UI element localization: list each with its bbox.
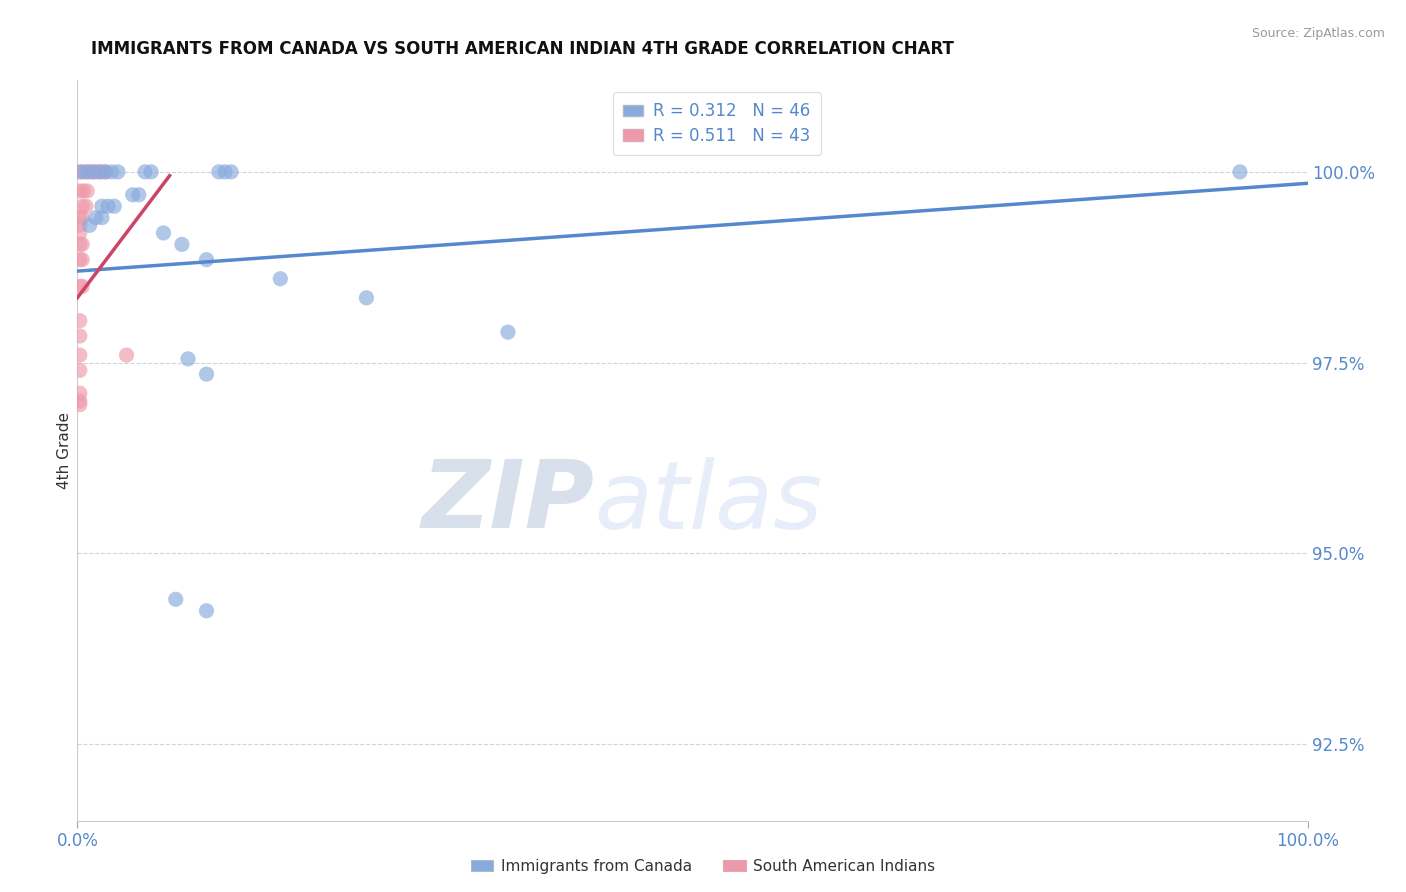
Point (214, 165, 236, 179)
Point (219, 165, 242, 179)
Point (75, 199, 97, 213)
Point (170, 237, 193, 252)
Point (69, 393, 91, 408)
Point (69, 184, 91, 198)
Point (69, 252, 91, 267)
Point (195, 604, 218, 618)
Point (69, 219, 91, 233)
Point (94, 165, 117, 179)
Point (84, 211, 107, 225)
Point (69, 386, 91, 401)
Point (80, 165, 103, 179)
Point (70, 211, 93, 225)
Point (69, 398, 91, 412)
Point (69, 348, 91, 362)
Point (94, 165, 117, 179)
Point (69, 329, 91, 343)
Y-axis label: 4th Grade: 4th Grade (56, 412, 72, 489)
Point (69, 279, 91, 293)
Text: IMMIGRANTS FROM CANADA VS SOUTH AMERICAN INDIAN 4TH GRADE CORRELATION CHART: IMMIGRANTS FROM CANADA VS SOUTH AMERICAN… (91, 40, 955, 58)
Text: atlas: atlas (595, 457, 823, 548)
Point (165, 592, 187, 607)
Point (107, 165, 129, 179)
Point (90, 211, 114, 225)
Point (115, 348, 138, 362)
Point (195, 252, 218, 267)
Point (69, 363, 91, 377)
Point (141, 165, 163, 179)
Point (69, 237, 91, 252)
Point (496, 325, 519, 339)
Point (134, 165, 156, 179)
Point (82, 165, 104, 179)
Point (70, 252, 93, 267)
Point (90, 199, 114, 213)
Point (269, 271, 291, 285)
Text: ZIP: ZIP (422, 457, 595, 549)
Point (177, 351, 200, 366)
Point (90, 165, 114, 179)
Point (103, 199, 125, 213)
Point (89, 165, 111, 179)
Point (128, 187, 150, 202)
Point (70, 199, 93, 213)
Point (69, 226, 91, 240)
Point (69, 165, 91, 179)
Point (83, 165, 105, 179)
Point (195, 367, 218, 381)
Point (87, 165, 110, 179)
Point (70, 237, 93, 252)
Point (76, 165, 98, 179)
Point (121, 187, 143, 202)
Point (69, 314, 91, 328)
Point (152, 226, 174, 240)
Point (356, 291, 378, 305)
Point (72, 165, 94, 179)
Point (76, 184, 98, 198)
Text: Source: ZipAtlas.com: Source: ZipAtlas.com (1251, 27, 1385, 40)
Point (70, 279, 93, 293)
Legend: Immigrants from Canada, South American Indians: Immigrants from Canada, South American I… (464, 853, 942, 880)
Point (1229, 165, 1251, 179)
Point (208, 165, 231, 179)
Legend: R = 0.312   N = 46, R = 0.511   N = 43: R = 0.312 N = 46, R = 0.511 N = 43 (613, 92, 821, 155)
Point (79, 219, 101, 233)
Point (70, 165, 93, 179)
Point (76, 165, 98, 179)
Point (69, 211, 91, 225)
Point (101, 165, 124, 179)
Point (72, 184, 94, 198)
Point (97, 199, 120, 213)
